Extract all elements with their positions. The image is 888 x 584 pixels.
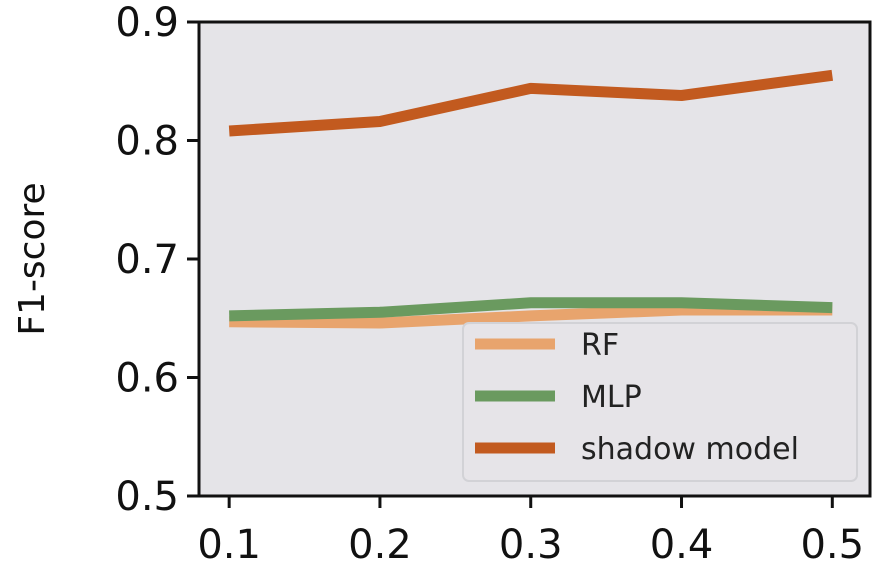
legend-label-shadow-model: shadow model: [581, 432, 799, 467]
legend: RF MLP shadow model: [462, 322, 858, 482]
series-line-shadow-model: [228, 69, 834, 137]
legend-label-rf: RF: [581, 328, 619, 363]
x-axis: 0.1 0.2 0.3 0.4 0.5: [197, 496, 864, 568]
series-line-mlp: [229, 297, 833, 322]
series-lines: [228, 69, 834, 329]
y-axis: 0.5 0.6 0.7 0.8 0.9: [115, 0, 199, 520]
legend-box: [462, 322, 858, 482]
legend-label-mlp: MLP: [581, 380, 642, 415]
y-tick-label: 0.8: [115, 119, 179, 165]
y-tick-label: 0.5: [115, 474, 179, 520]
y-axis-label: F1-score: [12, 182, 53, 335]
x-tick-label: 0.4: [650, 522, 714, 568]
x-tick-label: 0.1: [197, 522, 261, 568]
series-line-rf: [229, 304, 833, 329]
y-tick-label: 0.6: [115, 356, 179, 402]
y-tick-label: 0.9: [115, 0, 179, 46]
x-tick-label: 0.2: [348, 522, 412, 568]
x-tick-label: 0.5: [800, 522, 864, 568]
x-tick-label: 0.3: [499, 522, 563, 568]
y-tick-label: 0.7: [115, 237, 179, 283]
